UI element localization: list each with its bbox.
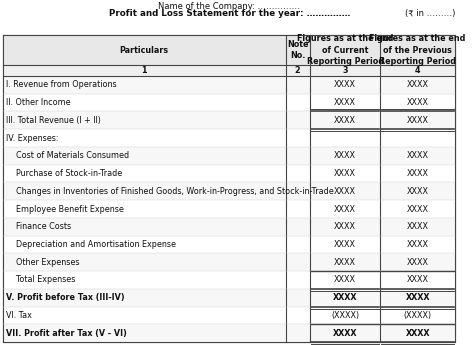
Text: XXXX: XXXX: [334, 275, 356, 284]
Bar: [3, 289, 455, 307]
Bar: [3, 147, 455, 165]
Text: Particulars: Particulars: [119, 46, 169, 55]
Text: XXXX: XXXX: [334, 240, 356, 249]
Text: Total Expenses: Total Expenses: [6, 275, 75, 284]
Text: XXXX: XXXX: [407, 222, 428, 231]
Text: XXXX: XXXX: [407, 80, 428, 89]
Text: Finance Costs: Finance Costs: [6, 222, 71, 231]
Text: XXXX: XXXX: [407, 240, 428, 249]
Text: II. Other Income: II. Other Income: [6, 98, 71, 107]
Text: Changes in Inventories of Finished Goods, Work-in-Progress, and Stock-in-Trade: Changes in Inventories of Finished Goods…: [6, 187, 334, 196]
Text: XXXX: XXXX: [407, 275, 428, 284]
Text: 2: 2: [295, 66, 301, 75]
Bar: [3, 183, 455, 200]
Text: XXXX: XXXX: [333, 329, 357, 338]
Text: XXXX: XXXX: [334, 80, 356, 89]
Bar: [3, 35, 455, 65]
Text: Other Expenses: Other Expenses: [6, 258, 79, 267]
Text: Name of the Company: ……………: Name of the Company: ……………: [158, 2, 301, 11]
Text: XXXX: XXXX: [334, 151, 356, 160]
Text: (XXXX): (XXXX): [403, 311, 432, 320]
Text: Figures as at the end
of the Previous
Reporting Period: Figures as at the end of the Previous Re…: [369, 34, 466, 66]
Text: Cost of Materials Consumed: Cost of Materials Consumed: [6, 151, 129, 160]
Bar: [3, 76, 455, 94]
Bar: [3, 94, 455, 111]
Text: XXXX: XXXX: [407, 98, 428, 107]
Text: Profit and Loss Statement for the year: ……………: Profit and Loss Statement for the year: …: [109, 9, 350, 18]
Text: (₹ in ………): (₹ in ………): [405, 9, 456, 18]
Text: Depreciation and Amortisation Expense: Depreciation and Amortisation Expense: [6, 240, 176, 249]
Text: XXXX: XXXX: [334, 169, 356, 178]
Text: Note
No.: Note No.: [287, 40, 309, 60]
Text: (XXXX): (XXXX): [331, 311, 359, 320]
Text: XXXX: XXXX: [405, 293, 430, 302]
Text: XXXX: XXXX: [334, 187, 356, 196]
Text: XXXX: XXXX: [407, 187, 428, 196]
Text: III. Total Revenue (I + II): III. Total Revenue (I + II): [6, 116, 100, 125]
Bar: [3, 35, 455, 342]
Text: XXXX: XXXX: [334, 116, 356, 125]
Text: XXXX: XXXX: [405, 329, 430, 338]
Text: XXXX: XXXX: [334, 205, 356, 214]
Text: Purchase of Stock-in-Trade: Purchase of Stock-in-Trade: [6, 169, 122, 178]
Text: VII. Profit after Tax (V - VI): VII. Profit after Tax (V - VI): [6, 329, 127, 338]
Bar: [3, 165, 455, 183]
Bar: [3, 271, 455, 289]
Bar: [3, 129, 455, 147]
Text: XXXX: XXXX: [407, 205, 428, 214]
Text: Figures as at the end
of Current
Reporting Period: Figures as at the end of Current Reporti…: [297, 34, 393, 66]
Text: XXXX: XXXX: [334, 222, 356, 231]
Text: 3: 3: [342, 66, 348, 75]
Text: 1: 1: [141, 66, 147, 75]
Text: XXXX: XXXX: [334, 98, 356, 107]
Text: XXXX: XXXX: [407, 169, 428, 178]
Bar: [3, 200, 455, 218]
Bar: [3, 236, 455, 253]
Text: XXXX: XXXX: [334, 258, 356, 267]
Text: XXXX: XXXX: [407, 116, 428, 125]
Bar: [3, 307, 455, 324]
Bar: [3, 324, 455, 342]
Bar: [3, 111, 455, 129]
Text: I. Revenue from Operations: I. Revenue from Operations: [6, 80, 117, 89]
Text: IV. Expenses:: IV. Expenses:: [6, 134, 58, 142]
Bar: [3, 218, 455, 236]
Text: Employee Benefit Expense: Employee Benefit Expense: [6, 205, 124, 214]
Text: XXXX: XXXX: [333, 293, 357, 302]
Text: V. Profit before Tax (III-IV): V. Profit before Tax (III-IV): [6, 293, 125, 302]
Text: 4: 4: [415, 66, 420, 75]
Text: XXXX: XXXX: [407, 151, 428, 160]
Text: VI. Tax: VI. Tax: [6, 311, 32, 320]
Bar: [3, 65, 455, 76]
Text: XXXX: XXXX: [407, 258, 428, 267]
Bar: [3, 253, 455, 271]
